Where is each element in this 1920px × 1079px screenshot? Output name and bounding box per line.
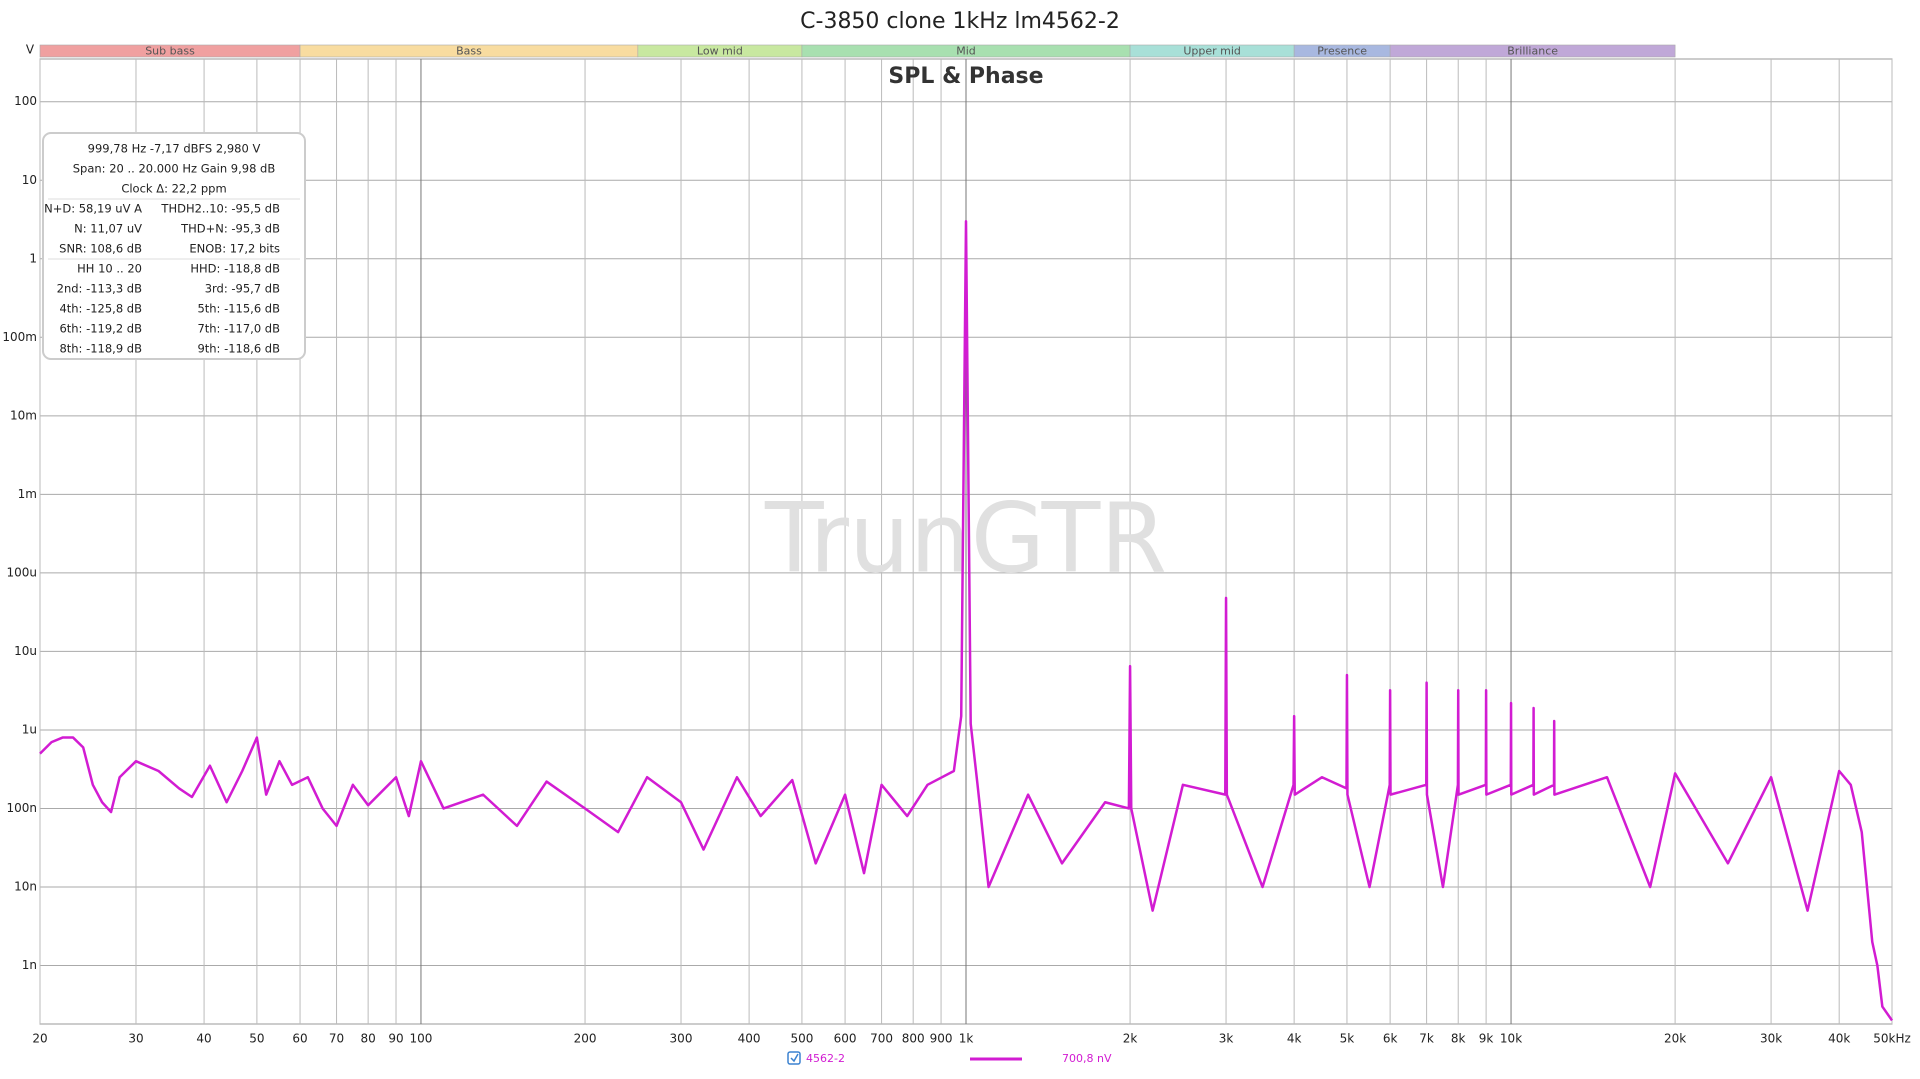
info-text: HHD: -118,8 dB (190, 262, 280, 276)
info-text: 9th: -118,6 dB (197, 342, 280, 356)
y-tick-label: 1m (18, 487, 37, 501)
info-text: 5th: -115,6 dB (197, 302, 280, 316)
info-text: THDH2..10: -95,5 dB (160, 202, 280, 216)
info-text: HH 10 .. 20 (77, 262, 142, 276)
x-tick-label: 90 (388, 1032, 403, 1046)
x-tick-label: 6k (1383, 1032, 1398, 1046)
band-label: Upper mid (1183, 45, 1241, 58)
x-tick-label: 40 (196, 1032, 211, 1046)
info-text: Clock Δ: 22,2 ppm (121, 182, 226, 196)
legend-check (790, 1053, 799, 1063)
band-label: Low mid (697, 45, 743, 58)
y-tick-label: 10 (22, 173, 37, 187)
x-tick-label: 5k (1340, 1032, 1355, 1046)
x-tick-label: 20 (32, 1032, 47, 1046)
info-text: THD+N: -95,3 dB (180, 222, 280, 236)
info-text: SNR: 108,6 dB (59, 242, 142, 256)
x-tick-label: 100 (410, 1032, 433, 1046)
x-tick-label: 40k (1828, 1032, 1850, 1046)
info-text: 7th: -117,0 dB (197, 322, 280, 336)
y-tick-label: 10m (10, 408, 37, 422)
x-tick-label: 70 (329, 1032, 344, 1046)
x-tick-label: 80 (361, 1032, 376, 1046)
y-unit: V (26, 43, 35, 57)
subtitle: SPL & Phase (888, 64, 1043, 89)
y-tick-label: 10u (14, 644, 37, 658)
x-tick-label: 60 (292, 1032, 307, 1046)
y-tick-label: 100 (14, 94, 37, 108)
legend-checkbox[interactable] (787, 1051, 801, 1065)
info-box-frame (42, 132, 306, 360)
x-tick-label: 200 (574, 1032, 597, 1046)
y-tick-label: 1u (22, 722, 37, 736)
band (1389, 44, 1676, 58)
band-label: Presence (1317, 45, 1367, 58)
x-tick-label: 800 (902, 1032, 925, 1046)
x-tick-label: 7k (1419, 1032, 1434, 1046)
info-text: 3rd: -95,7 dB (205, 282, 280, 296)
x-tick-label: 50kHz (1873, 1032, 1911, 1046)
x-tick-label: 3k (1219, 1032, 1234, 1046)
x-tick-label: 600 (834, 1032, 857, 1046)
x-tick-label: 20k (1664, 1032, 1686, 1046)
x-tick-label: 4k (1287, 1032, 1302, 1046)
y-tick-label: 100m (2, 330, 37, 344)
band-label: Mid (956, 45, 976, 58)
y-tick-label: 100n (6, 801, 37, 815)
info-text: ENOB: 17,2 bits (189, 242, 280, 256)
chart-title: C-3850 clone 1kHz lm4562-2 (800, 9, 1120, 34)
info-text: 4th: -125,8 dB (59, 302, 142, 316)
x-tick-label: 700 (870, 1032, 893, 1046)
watermark: TrunGTR (764, 482, 1167, 594)
spectrum-line (39, 220, 1894, 1022)
x-tick-label: 30 (128, 1032, 143, 1046)
x-tick-label: 50 (249, 1032, 264, 1046)
x-tick-label: 8k (1451, 1032, 1466, 1046)
legend-value: 700,8 nV (1062, 1052, 1112, 1065)
x-tick-label: 500 (790, 1032, 813, 1046)
band-label: Brilliance (1507, 45, 1558, 58)
x-tick-label: 300 (670, 1032, 693, 1046)
x-tick-label: 400 (738, 1032, 761, 1046)
info-box: 999,78 Hz -7,17 dBFS 2,980 V Span: 20 .. … (42, 132, 306, 360)
info-text: N+D: 58,19 uV A (44, 202, 142, 216)
y-tick-label: 100u (6, 565, 37, 579)
info-text: Span: 20 .. 20.000 Hz Gain 9,98 dB (73, 162, 276, 176)
x-tick-label: 2k (1123, 1032, 1138, 1046)
info-text: 999,78 Hz -7,17 dBFS 2,980 V (88, 142, 261, 156)
info-text: 2nd: -113,3 dB (57, 282, 142, 296)
y-tick-label: 1n (22, 958, 37, 972)
info-text: 6th: -119,2 dB (59, 322, 142, 336)
x-tick-label: 1k (959, 1032, 974, 1046)
x-tick-label: 9k (1479, 1032, 1494, 1046)
y-tick-label: 10n (14, 879, 37, 893)
info-text: 8th: -118,9 dB (59, 342, 142, 356)
x-tick-label: 900 (930, 1032, 953, 1046)
x-tick-label: 30k (1760, 1032, 1782, 1046)
x-tick-label: 10k (1500, 1032, 1522, 1046)
band-label: Sub bass (145, 45, 195, 58)
y-tick-label: 1 (29, 251, 37, 265)
legend-label: 4562-2 (806, 1052, 845, 1065)
info-text: N: 11,07 uV (74, 222, 142, 236)
band-label: Bass (456, 45, 482, 58)
